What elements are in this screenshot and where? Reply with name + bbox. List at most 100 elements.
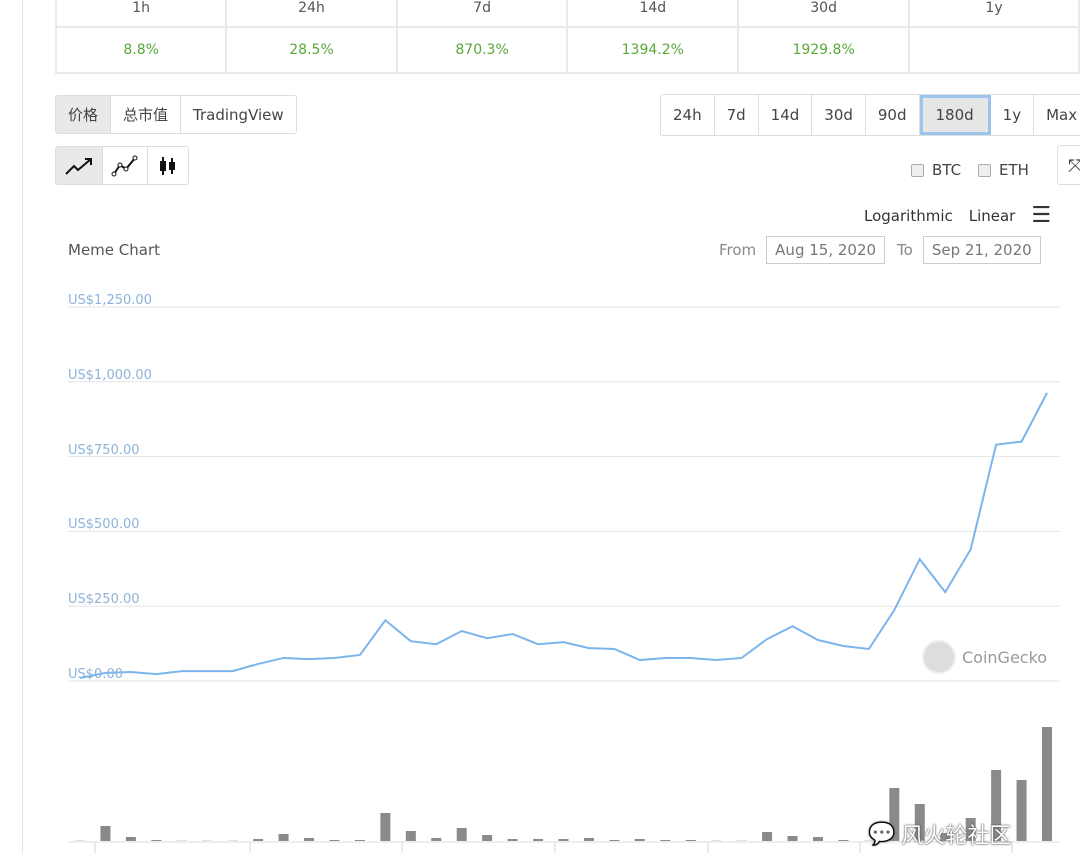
range-tabs: 24h 7d 14d 30d 90d 180d 1y Max [660, 94, 1080, 136]
volume-bar [380, 813, 391, 841]
header-7d: 7d [395, 0, 569, 28]
range-24h[interactable]: 24h [661, 95, 715, 135]
volume-bar [202, 840, 213, 841]
compare-eth[interactable]: ETH [978, 161, 1029, 179]
coingecko-logo [922, 640, 956, 674]
from-date-input[interactable]: Aug 15, 2020 [766, 236, 886, 264]
line-chart-icon [65, 157, 92, 175]
volume-bar [863, 840, 874, 841]
to-label: To [897, 241, 913, 259]
volume-bar [940, 833, 951, 841]
performance-header-row: 1h 24h 7d 14d 30d 1y [54, 0, 1080, 28]
ohlc-line-button[interactable] [103, 147, 148, 184]
volume-bar [176, 840, 187, 841]
volume-bar [685, 840, 696, 841]
header-30d: 30d [737, 0, 911, 28]
volume-bar [965, 818, 976, 841]
volume-bar [533, 839, 544, 841]
volume-bar [762, 832, 773, 841]
volume-bar [634, 839, 645, 841]
volume-bar [812, 837, 823, 841]
y-tick-label: US$250.00 [68, 592, 140, 608]
btc-label: BTC [932, 161, 962, 179]
volume-bar [405, 831, 416, 841]
to-date-input[interactable]: Sep 21, 2020 [922, 236, 1041, 264]
volume-bar [711, 840, 722, 841]
volume-bar [227, 840, 238, 841]
eth-label: ETH [999, 161, 1029, 179]
line-chart-button[interactable] [56, 147, 103, 184]
ohlc-line-icon [111, 155, 138, 176]
volume-bar [660, 840, 671, 841]
range-14d[interactable]: 14d [758, 95, 813, 135]
volume-bar [354, 840, 365, 841]
header-1h: 1h [54, 0, 228, 28]
volume-bar [125, 837, 136, 841]
expand-icon: ⤧ [1068, 156, 1080, 177]
value-30d: 1929.8% [737, 26, 911, 74]
volume-bar [787, 836, 798, 841]
volume-bar [838, 840, 849, 841]
y-tick-label: US$750.00 [68, 442, 140, 458]
value-1h: 8.8% [54, 26, 228, 74]
range-1y[interactable]: 1y [990, 95, 1035, 135]
volume-bar [1042, 727, 1052, 841]
range-max[interactable]: Max [1034, 95, 1080, 135]
tab-market-cap[interactable]: 总市值 [111, 96, 182, 133]
header-14d: 14d [566, 0, 740, 28]
coingecko-text: CoinGecko [962, 647, 1048, 667]
performance-table: 1h 24h 7d 14d 30d 1y 8.8% 28.5% 870.3% 1… [54, 0, 1080, 74]
value-14d: 1394.2% [566, 26, 740, 74]
from-label: From [719, 241, 757, 259]
watermark-text: 风火轮社区 [901, 824, 1012, 849]
volume-bar [100, 826, 111, 841]
volume-bar [914, 804, 925, 841]
candlestick-button[interactable] [148, 147, 188, 184]
wechat-watermark: 💬 风火轮社区 [868, 818, 1011, 850]
chart-title: Meme Chart [68, 241, 160, 259]
volume-bar [278, 834, 289, 841]
view-tabs: 价格 总市值 TradingView [55, 95, 297, 134]
compare-btc[interactable]: BTC [911, 161, 961, 179]
wechat-icon: 💬 [868, 821, 896, 847]
btc-checkbox[interactable] [911, 163, 924, 177]
date-range: From Aug 15, 2020 To Sep 21, 2020 [719, 236, 1053, 264]
value-1y [908, 26, 1080, 74]
volume-bar [75, 840, 85, 841]
tab-price[interactable]: 价格 [56, 96, 112, 133]
performance-value-row: 8.8% 28.5% 870.3% 1394.2% 1929.8% [54, 26, 1080, 74]
candlestick-icon [160, 156, 175, 175]
volume-bar [456, 828, 467, 841]
linear-button[interactable]: Linear [968, 206, 1016, 225]
value-7d: 870.3% [395, 26, 569, 74]
tab-tradingview[interactable]: TradingView [181, 96, 296, 133]
volume-bar [482, 835, 493, 841]
volume-bar [558, 839, 569, 841]
coingecko-watermark: CoinGecko [922, 640, 1047, 674]
range-90d[interactable]: 90d [865, 95, 920, 135]
range-7d[interactable]: 7d [714, 95, 759, 135]
page-border [22, 0, 23, 853]
volume-bar [609, 840, 620, 841]
eth-checkbox[interactable] [978, 163, 991, 177]
logarithmic-button[interactable]: Logarithmic [864, 206, 953, 225]
value-24h: 28.5% [225, 26, 398, 74]
volume-bar [1016, 780, 1027, 841]
chart-type-tabs [55, 146, 189, 185]
volume-bar [151, 840, 162, 841]
volume-bar [991, 770, 1002, 841]
header-1y: 1y [908, 0, 1080, 28]
volume-bar [583, 838, 594, 841]
volume-bar [253, 839, 264, 841]
price-line [79, 392, 1048, 679]
header-24h: 24h [225, 0, 398, 28]
fullscreen-button[interactable]: ⤧ [1057, 145, 1080, 185]
range-30d[interactable]: 30d [812, 95, 866, 135]
y-tick-label: US$500.00 [68, 517, 140, 533]
volume-bar [304, 838, 315, 841]
volume-bar [889, 788, 900, 841]
volume-bar [431, 838, 442, 841]
range-180d[interactable]: 180d [919, 95, 991, 135]
menu-icon[interactable]: ☰ [1031, 203, 1052, 228]
